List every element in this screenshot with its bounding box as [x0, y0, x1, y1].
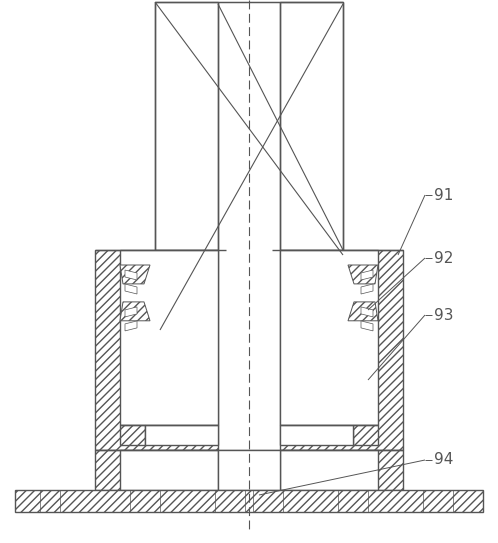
Bar — [280, 250, 378, 425]
Bar — [280, 2, 343, 250]
Bar — [120, 450, 218, 490]
Bar — [280, 425, 353, 445]
Bar — [120, 425, 145, 445]
Polygon shape — [348, 265, 378, 284]
Text: 91: 91 — [434, 187, 453, 203]
Bar — [280, 250, 403, 450]
Polygon shape — [125, 307, 137, 317]
Bar — [120, 250, 218, 425]
Polygon shape — [361, 307, 373, 317]
Polygon shape — [125, 284, 137, 294]
Bar — [155, 2, 218, 250]
Bar — [95, 250, 218, 450]
Polygon shape — [361, 284, 373, 294]
Bar — [95, 450, 403, 490]
Text: 94: 94 — [434, 452, 453, 468]
Bar — [218, 450, 280, 490]
Polygon shape — [348, 302, 378, 321]
Polygon shape — [125, 321, 137, 331]
Bar — [353, 425, 378, 445]
Polygon shape — [120, 302, 150, 321]
Bar — [15, 490, 483, 512]
Polygon shape — [120, 265, 150, 284]
Polygon shape — [125, 270, 137, 280]
Bar — [280, 450, 378, 490]
Polygon shape — [361, 321, 373, 331]
Polygon shape — [361, 270, 373, 280]
Bar — [145, 425, 218, 445]
Text: 93: 93 — [434, 307, 454, 323]
Text: 92: 92 — [434, 250, 453, 266]
